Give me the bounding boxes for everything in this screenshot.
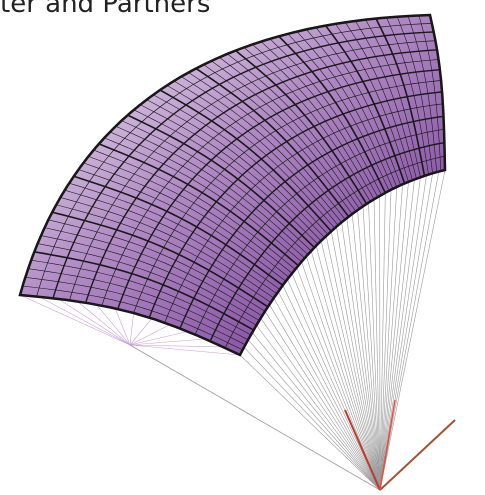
cable [129,331,188,346]
cable [306,256,381,491]
mesh-line [19,14,431,296]
cable [260,318,381,491]
mesh [19,14,446,356]
cable [379,184,403,491]
cable [247,339,381,491]
cable [301,261,381,491]
cable [291,273,381,491]
cable [39,296,131,346]
cable [256,325,381,491]
mesh-line [224,155,445,349]
cable [379,169,446,491]
cable [19,294,131,346]
cable [77,301,131,346]
cable [325,235,381,491]
anchor [344,399,456,491]
mesh-line [133,80,442,314]
mesh-line [148,91,443,318]
mesh-line [194,128,445,335]
cable [379,189,392,491]
mesh-line [52,31,434,299]
mesh-line [179,115,444,329]
cable [96,304,131,346]
cable [379,192,386,491]
cable [273,297,381,491]
cable [114,308,131,346]
mesh-line [164,103,443,323]
cable [58,298,131,346]
mesh-line [239,169,446,356]
cable [379,171,440,491]
cable [252,332,381,491]
mesh-line [101,59,439,306]
cable [357,210,381,491]
cable [282,285,381,491]
cable [296,267,381,491]
cable [239,354,381,491]
cable [129,312,134,346]
cable [320,240,381,491]
cable [351,213,381,491]
cable [269,304,381,491]
cable [243,347,381,491]
cable [341,222,381,491]
cable [278,291,381,491]
cable [379,175,427,491]
cable [310,250,381,491]
cable [129,344,381,491]
cable [336,226,381,491]
cable [330,231,381,491]
mesh-line [209,141,445,342]
caption: ter and Partners [0,0,210,19]
cable [129,344,223,348]
cable [129,318,153,346]
mesh-line [117,69,440,310]
cable [264,311,381,491]
cable [129,344,241,356]
cable [368,202,381,491]
cable [129,338,206,346]
mesh-line [85,49,438,303]
cable [379,179,415,491]
cable [379,181,409,491]
cable [379,186,398,491]
cable [129,324,170,346]
cable [346,218,381,491]
cable [379,177,421,491]
mesh-line [36,23,432,297]
cable [362,206,381,491]
mesh-line [69,40,436,301]
cable [373,199,381,491]
cable [315,245,381,491]
